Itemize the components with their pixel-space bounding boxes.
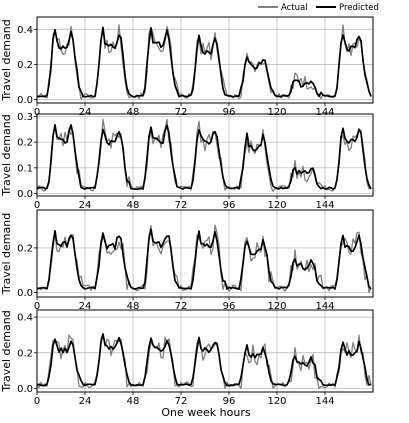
y-tick-label: 0.3	[17, 112, 33, 123]
x-tick-label: 0	[34, 200, 40, 211]
y-axis-label: Travel demand	[0, 310, 13, 392]
x-tick-label: 0	[34, 107, 40, 118]
x-tick-label: 24	[79, 200, 92, 211]
x-tick-label: 120	[267, 396, 286, 407]
series-line-predicted	[36, 123, 372, 191]
x-tick-label: 144	[315, 107, 334, 118]
x-tick-label: 144	[315, 396, 334, 407]
x-tick-label: 72	[175, 107, 188, 118]
series-line-actual	[36, 118, 372, 192]
x-tick-label: 48	[127, 107, 140, 118]
y-tick-label: 0.4	[17, 25, 33, 36]
y-axis-label: Travel demand	[0, 19, 13, 101]
subplot-1: 0 24 48 72 96 120 144 0.0 0.2 0.4 Travel demand	[0, 16, 374, 118]
y-axis-label: Travel demand	[0, 213, 13, 295]
x-tick-label: 120	[267, 301, 286, 312]
y-tick-label: 0.2	[17, 138, 33, 149]
y-tick-label: 0.2	[17, 243, 33, 254]
y-tick-label: 0.0	[17, 288, 33, 299]
legend-predicted-label: Predicted	[339, 3, 379, 13]
plot-frame	[36, 309, 374, 393]
subplot-2: 0 24 48 72 96 120 144 0.0 0.1 0.2 0.3 Travel demand	[0, 112, 374, 211]
y-tick-label: 0.2	[17, 348, 33, 359]
series-line-predicted	[36, 26, 372, 98]
x-tick-label: 24	[79, 301, 92, 312]
x-tick-label: 48	[127, 396, 140, 407]
series-line-actual	[36, 24, 372, 100]
series-line-actual	[36, 224, 372, 294]
x-tick-label: 96	[223, 107, 236, 118]
x-axis-label: One week hours	[161, 406, 250, 419]
x-tick-label: 120	[267, 107, 286, 118]
x-tick-label: 144	[315, 301, 334, 312]
y-tick-label: 0.0	[17, 384, 33, 395]
x-tick-label: 96	[223, 396, 236, 407]
y-tick-label: 0.1	[17, 163, 33, 174]
y-tick-label: 0.2	[17, 60, 33, 71]
subplot-4: 0 24 48 72 96 120 144 0.0 0.2 0.4 Travel demand	[0, 309, 374, 407]
y-tick-label: 0.0	[17, 189, 33, 200]
y-tick-label: 0.4	[17, 313, 33, 324]
y-tick-label: 0.0	[17, 95, 33, 106]
x-tick-label: 72	[175, 396, 188, 407]
plot-frame	[36, 113, 374, 197]
subplot-3: 0 24 48 72 96 120 144 0.0 0.2 Travel demand	[0, 209, 374, 312]
x-tick-label: 48	[127, 301, 140, 312]
x-tick-label: 144	[315, 200, 334, 211]
x-tick-label: 24	[79, 396, 92, 407]
x-tick-label: 120	[267, 200, 286, 211]
plot-frame	[36, 16, 374, 104]
x-tick-label: 0	[34, 301, 40, 312]
x-tick-label: 72	[175, 200, 188, 211]
x-tick-label: 96	[223, 301, 236, 312]
x-tick-label: 48	[127, 200, 140, 211]
x-tick-label: 0	[34, 396, 40, 407]
y-axis-label: Travel demand	[0, 114, 13, 196]
x-tick-label: 96	[223, 200, 236, 211]
x-tick-label: 72	[175, 301, 188, 312]
series-line-predicted	[36, 228, 372, 290]
plot-frame	[36, 209, 374, 298]
legend: Actual Predicted	[258, 3, 379, 13]
series-line-predicted	[36, 333, 372, 387]
x-tick-label: 24	[79, 107, 92, 118]
subplots: 0 24 48 72 96 120 144 0.0 0.2 0.4 Travel demand 0 24…	[0, 16, 374, 407]
legend-actual-label: Actual	[281, 3, 308, 13]
